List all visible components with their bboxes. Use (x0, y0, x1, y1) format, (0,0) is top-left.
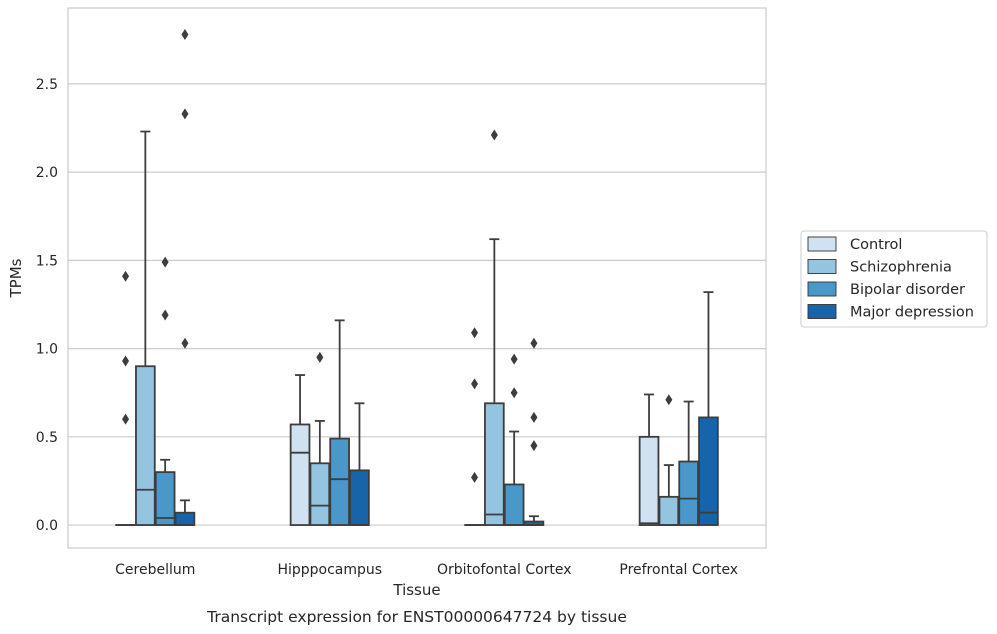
box-body (484, 402, 505, 526)
legend-swatch (807, 281, 837, 297)
y-axis-title: TPMs (7, 258, 25, 298)
flier-point (316, 351, 324, 363)
box-body (503, 483, 525, 526)
box-3-1 (658, 394, 680, 526)
legend-label: Schizophrenia (850, 260, 952, 276)
legend-label: Major depression (850, 305, 974, 321)
box-body (638, 435, 660, 526)
legend: Control Schizophrenia Bipolar disorder Majo… (800, 230, 988, 328)
legend-swatch (807, 259, 837, 274)
y-tick-label: 1.5 (36, 253, 58, 269)
boxes-layer (115, 28, 719, 526)
flier-point (161, 256, 169, 268)
flier-point (530, 411, 538, 423)
plot-background (68, 8, 766, 548)
flier-point (181, 28, 189, 40)
box-body (309, 462, 331, 526)
box-body (289, 423, 311, 526)
box-0-1 (135, 130, 156, 526)
x-axis-title: Tissue (392, 581, 440, 599)
legend-swatch (807, 236, 837, 252)
flier-point (490, 129, 498, 141)
box-body (174, 511, 196, 526)
box-body (678, 460, 699, 526)
legend-label: Bipolar disorder (850, 282, 965, 298)
flier-point (181, 337, 189, 349)
box-1-1 (309, 351, 331, 526)
plot-frame (67, 7, 767, 549)
legend-frame (800, 230, 988, 328)
flier-point (122, 413, 130, 425)
box-1-2 (329, 319, 350, 526)
box-body (658, 495, 680, 526)
flier-point (510, 353, 518, 365)
y-tick-label: 0.0 (36, 518, 58, 534)
box-1-0 (289, 374, 311, 526)
y-tick-label: 0.5 (36, 430, 58, 446)
flier-point (530, 337, 538, 349)
chart-caption: Transcript expression for ENST0000064772… (206, 608, 627, 626)
box-body (135, 365, 156, 526)
y-tick-label: 1.0 (36, 342, 58, 358)
x-tick-label: Hipppocampus (277, 562, 382, 578)
box-2-2 (503, 353, 525, 526)
box-2-3 (523, 337, 545, 526)
box-body (329, 437, 350, 526)
box-2-1 (484, 129, 505, 526)
y-tick-labels: 0.0 0.5 1.0 1.5 2.0 2.5 (36, 77, 58, 534)
box-0-0 (115, 270, 136, 526)
box-2-0 (464, 327, 485, 526)
box-body (698, 416, 719, 526)
flier-point (181, 108, 189, 120)
flier-point (530, 440, 538, 452)
box-0-2 (154, 256, 176, 526)
box-0-3 (174, 28, 196, 526)
flier-point (510, 387, 518, 399)
flier-point (471, 471, 479, 483)
box-3-2 (678, 400, 699, 526)
x-tick-label: Orbitofontal Cortex (437, 562, 572, 578)
flier-point (161, 309, 169, 321)
y-tick-label: 2.0 (36, 165, 58, 181)
box-1-3 (349, 402, 370, 526)
y-tick-label: 2.5 (36, 77, 58, 93)
box-3-3 (698, 291, 719, 526)
x-tick-label: Cerebellum (115, 562, 195, 578)
box-body (349, 469, 370, 526)
flier-point (122, 355, 130, 367)
legend-label: Control (850, 237, 902, 253)
flier-point (471, 378, 479, 390)
flier-point (471, 327, 479, 339)
legend-swatch (807, 304, 837, 319)
x-tick-labels: Cerebellum Hipppocampus Orbitofontal Corte… (115, 562, 738, 578)
flier-point (122, 270, 130, 282)
x-tick-label: Prefrontal Cortex (619, 562, 738, 578)
flier-point (665, 394, 673, 406)
box-3-0 (638, 393, 660, 526)
